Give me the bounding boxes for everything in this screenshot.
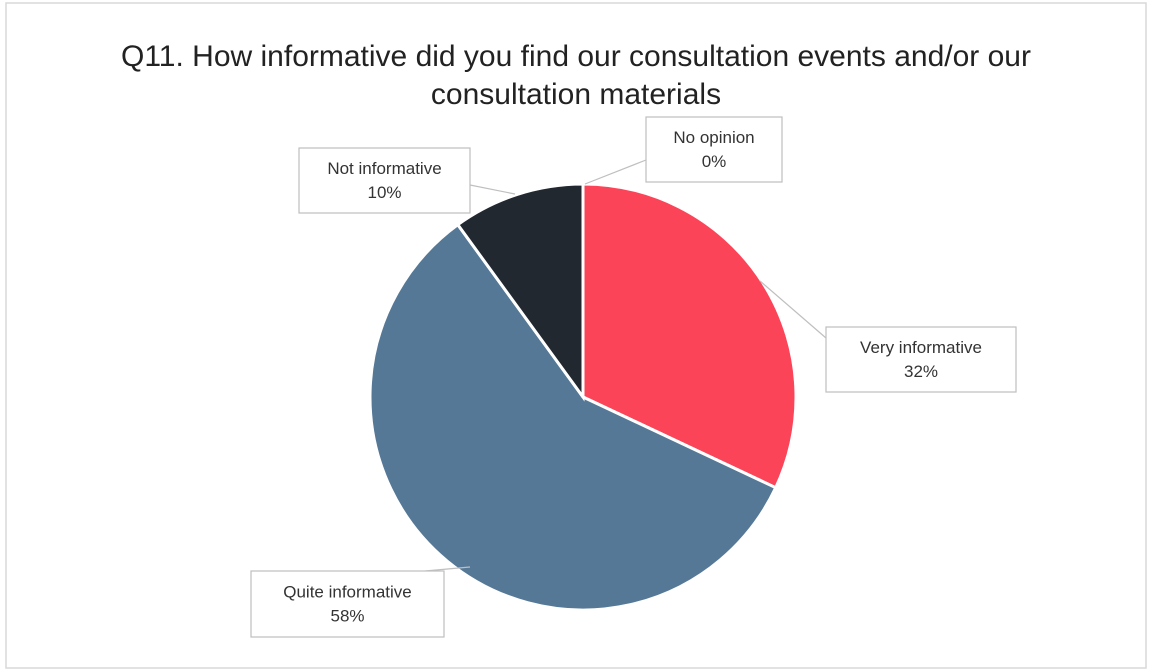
label-box: [250, 570, 445, 638]
leader-line: [759, 280, 827, 339]
label-box: [645, 116, 783, 183]
label-box: [298, 147, 471, 214]
slice-label: Very informative: [860, 338, 982, 357]
leader-line: [469, 184, 516, 195]
slice-label: No opinion: [673, 128, 754, 147]
pie-slice: [368, 222, 778, 612]
slice-label: Not informative: [327, 159, 441, 178]
slice-label: Quite informative: [283, 582, 412, 601]
slice-value-label: 32%: [904, 362, 938, 381]
leader-line: [424, 566, 471, 572]
slice-value-label: 58%: [330, 606, 364, 625]
pie-slice: [455, 182, 585, 402]
leader-line: [584, 159, 647, 185]
slice-value-label: 10%: [367, 183, 401, 202]
slice-value-label: 0%: [702, 152, 727, 171]
chart-title: Q11. How informative did you find our co…: [121, 40, 1031, 111]
label-box: [825, 326, 1017, 393]
